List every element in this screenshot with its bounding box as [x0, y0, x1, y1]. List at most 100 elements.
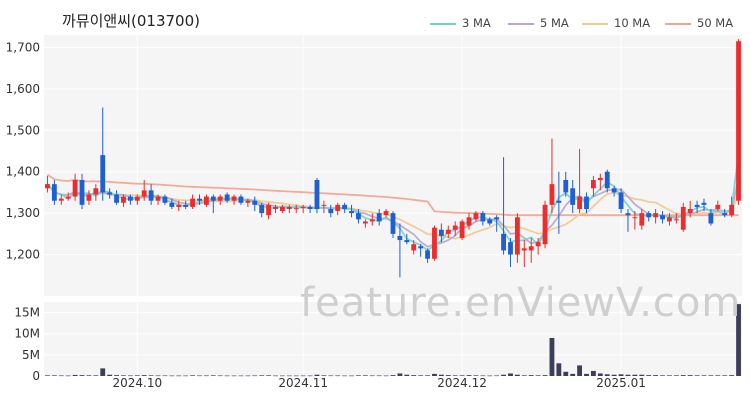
volume-bar [432, 373, 437, 376]
volume-bar [673, 375, 679, 376]
volume-bar [556, 363, 562, 376]
volume-bar [383, 375, 389, 377]
candle-body [577, 196, 583, 209]
candle-body [176, 204, 182, 207]
volume-bar [487, 375, 493, 377]
volume-bar [466, 375, 472, 376]
volume-bar [273, 375, 278, 377]
volume-bar [45, 375, 50, 376]
candle-body [169, 202, 175, 207]
legend-ma3-swatch [430, 22, 456, 25]
candle-body [549, 184, 555, 205]
volume-bar [300, 375, 306, 377]
volume-bar [217, 375, 223, 377]
candle-body [653, 213, 659, 218]
volume-bar [203, 375, 209, 377]
volume-bar [376, 375, 382, 377]
volume-tick-label: 5M [22, 348, 40, 362]
volume-bar [715, 375, 721, 376]
volume-bar [680, 375, 686, 376]
candle-body [210, 196, 216, 201]
volume-bar [266, 375, 272, 376]
candle-body [273, 206, 278, 209]
candle-body [722, 213, 728, 216]
volume-bar [245, 375, 251, 377]
candle-body [459, 221, 465, 238]
candle-body [736, 41, 741, 201]
candle-body [134, 196, 140, 201]
candle-body [680, 206, 686, 230]
volume-bar [231, 375, 237, 377]
candle-body [328, 209, 334, 214]
candle-body [231, 196, 237, 201]
candle-body [708, 213, 714, 224]
volume-bar [286, 375, 292, 377]
legend-ma5-swatch [508, 22, 534, 25]
volume-bar [577, 365, 583, 376]
candle-body [362, 221, 368, 224]
volume-bar [736, 304, 741, 376]
candle-body [100, 155, 106, 193]
volume-bar [307, 375, 313, 377]
volume-tick-label: 15M [14, 306, 40, 320]
volume-bar [639, 374, 645, 376]
candle-body [141, 190, 147, 197]
volume-bar [183, 375, 189, 377]
volume-bar [58, 375, 64, 377]
x-tick-label: 2024.10 [112, 376, 162, 390]
ma50-line [47, 174, 739, 217]
candle-body [45, 184, 50, 189]
candle-body [514, 217, 520, 255]
volume-bar [349, 375, 354, 377]
volume-bar [632, 374, 638, 376]
volume-bar [51, 375, 57, 376]
volume-bar [535, 375, 541, 376]
volume-bar [86, 375, 92, 376]
volume-panel [44, 302, 742, 376]
candle-body [466, 217, 472, 226]
candle-body [508, 242, 513, 255]
volume-bar [293, 375, 299, 377]
candle-body [597, 177, 603, 180]
candle-body [155, 196, 161, 201]
volume-bar [342, 375, 348, 377]
volume-bar [563, 371, 569, 376]
volume-bar [542, 375, 548, 376]
volume-bar [252, 375, 258, 377]
price-tick-label: 1,700 [6, 40, 40, 54]
volume-bar [369, 375, 375, 377]
candle-body [107, 192, 113, 195]
volume-bar [729, 375, 735, 376]
volume-bar [127, 375, 133, 377]
watermark: feature.enViewV.com [300, 280, 742, 326]
volume-bar [114, 375, 119, 376]
volume-tick-label: 0 [32, 369, 40, 383]
volume-bar [93, 375, 99, 376]
volume-bar [155, 375, 161, 377]
candle-body [266, 204, 272, 216]
candle-body [418, 246, 424, 249]
volume-bar [259, 375, 265, 376]
candle-body [356, 213, 361, 220]
legend-ma10: 10 MA [582, 16, 650, 30]
candle-body [79, 180, 85, 205]
candle-body [72, 180, 78, 197]
volume-bar [521, 375, 527, 376]
volume-bar [176, 375, 182, 377]
volume-bar [646, 375, 652, 376]
volume-bar [210, 375, 216, 376]
candle-body [245, 200, 251, 203]
volume-bar [362, 375, 368, 376]
candle-body [528, 246, 534, 251]
volume-bar [79, 375, 85, 376]
legend-ma5-label: 5 MA [540, 16, 569, 30]
volume-bar [625, 374, 631, 376]
volume-bar [65, 375, 71, 377]
candle-body [639, 213, 645, 226]
candle-body [238, 196, 244, 203]
volume-tick-label: 10M [14, 327, 40, 341]
candle-body [473, 213, 479, 220]
candle-body [425, 250, 430, 259]
volume-bar [701, 375, 707, 376]
candle-body [51, 184, 57, 201]
